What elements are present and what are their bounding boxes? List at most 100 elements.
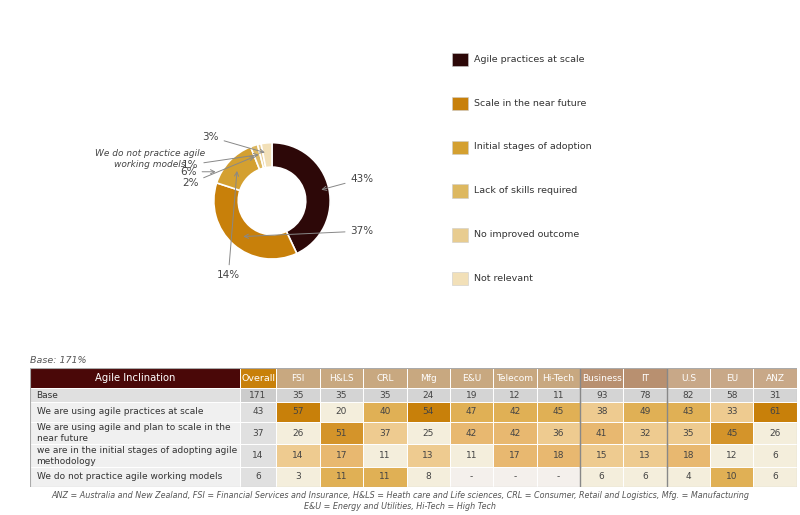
Bar	[277, 388, 320, 402]
Bar	[710, 444, 754, 467]
Bar	[320, 467, 363, 487]
Bar	[623, 402, 666, 422]
Text: 57: 57	[292, 407, 304, 417]
Bar	[710, 388, 754, 402]
Text: 42: 42	[466, 428, 477, 438]
Text: 37%: 37%	[244, 226, 374, 238]
Text: 11: 11	[336, 472, 347, 482]
Bar	[580, 402, 623, 422]
Bar	[363, 402, 406, 422]
Bar	[710, 422, 754, 444]
Bar	[320, 444, 363, 467]
Bar	[537, 388, 580, 402]
Bar	[450, 444, 494, 467]
Bar	[363, 467, 406, 487]
Bar	[406, 368, 450, 388]
Text: 41: 41	[596, 428, 607, 438]
Text: 47: 47	[466, 407, 478, 417]
Bar	[450, 467, 494, 487]
Text: 6%: 6%	[180, 167, 214, 177]
Text: Mfg: Mfg	[420, 373, 437, 383]
Text: 49: 49	[639, 407, 650, 417]
Text: -: -	[470, 472, 473, 482]
Text: 25: 25	[422, 428, 434, 438]
Text: Not relevant: Not relevant	[474, 273, 534, 283]
Text: 6: 6	[598, 472, 605, 482]
Text: 36: 36	[553, 428, 564, 438]
Bar	[30, 467, 240, 487]
Text: 35: 35	[682, 428, 694, 438]
Text: -: -	[514, 472, 517, 482]
Bar	[754, 444, 797, 467]
Text: 42: 42	[510, 407, 521, 417]
Text: 18: 18	[553, 451, 564, 460]
Text: 43: 43	[682, 407, 694, 417]
Bar	[710, 402, 754, 422]
Bar	[666, 402, 710, 422]
Text: 10: 10	[726, 472, 738, 482]
Bar	[710, 467, 754, 487]
Text: We do not practice agile
working models: We do not practice agile working models	[94, 149, 205, 168]
Bar	[623, 467, 666, 487]
Text: 38: 38	[596, 407, 607, 417]
Text: Agile Inclination: Agile Inclination	[95, 373, 175, 383]
Text: 12: 12	[510, 390, 521, 400]
Text: 11: 11	[553, 390, 564, 400]
Text: Agile practices at scale: Agile practices at scale	[474, 55, 585, 64]
Bar	[623, 422, 666, 444]
Wedge shape	[250, 145, 264, 169]
Text: 1%: 1%	[182, 153, 258, 170]
Text: Business: Business	[582, 373, 622, 383]
Bar	[320, 368, 363, 388]
Text: EU: EU	[726, 373, 738, 383]
Text: ANZ: ANZ	[766, 373, 785, 383]
Text: 15: 15	[596, 451, 607, 460]
Bar	[406, 444, 450, 467]
Wedge shape	[258, 144, 266, 168]
Text: 93: 93	[596, 390, 607, 400]
Text: 11: 11	[466, 451, 478, 460]
Bar	[537, 402, 580, 422]
Bar	[494, 467, 537, 487]
Text: H&LS: H&LS	[329, 373, 354, 383]
Text: 45: 45	[726, 428, 738, 438]
Bar	[537, 368, 580, 388]
Text: We are using agile and plan to scale in the
near future: We are using agile and plan to scale in …	[37, 423, 230, 443]
Bar	[406, 467, 450, 487]
Text: 37: 37	[379, 428, 390, 438]
Text: ANZ = Australia and New Zealand, FSI = Financial Services and Insurance, H&LS = : ANZ = Australia and New Zealand, FSI = F…	[51, 491, 749, 511]
Bar	[240, 388, 277, 402]
Text: 14: 14	[252, 451, 264, 460]
Bar	[450, 422, 494, 444]
Text: FSI: FSI	[291, 373, 305, 383]
Text: 14%: 14%	[217, 172, 240, 280]
Bar	[580, 422, 623, 444]
Bar	[277, 368, 320, 388]
Text: 6: 6	[772, 472, 778, 482]
Text: Scale in the near future: Scale in the near future	[474, 98, 586, 108]
Bar	[666, 422, 710, 444]
Text: 35: 35	[336, 390, 347, 400]
Bar	[623, 444, 666, 467]
Wedge shape	[261, 143, 272, 168]
Text: 11: 11	[379, 451, 390, 460]
Text: 17: 17	[336, 451, 347, 460]
Text: 11: 11	[379, 472, 390, 482]
Text: 4: 4	[686, 472, 691, 482]
Bar	[277, 402, 320, 422]
Text: 26: 26	[770, 428, 781, 438]
Text: We do not practice agile working models: We do not practice agile working models	[37, 472, 222, 482]
Text: 13: 13	[422, 451, 434, 460]
Text: 42: 42	[510, 428, 521, 438]
Text: 14: 14	[293, 451, 304, 460]
Bar	[666, 444, 710, 467]
Text: 12: 12	[726, 451, 738, 460]
Bar	[580, 368, 623, 388]
Bar	[494, 368, 537, 388]
Bar	[240, 368, 277, 388]
Text: 35: 35	[292, 390, 304, 400]
Bar	[450, 402, 494, 422]
Bar	[666, 388, 710, 402]
Text: 32: 32	[639, 428, 650, 438]
Bar	[754, 422, 797, 444]
